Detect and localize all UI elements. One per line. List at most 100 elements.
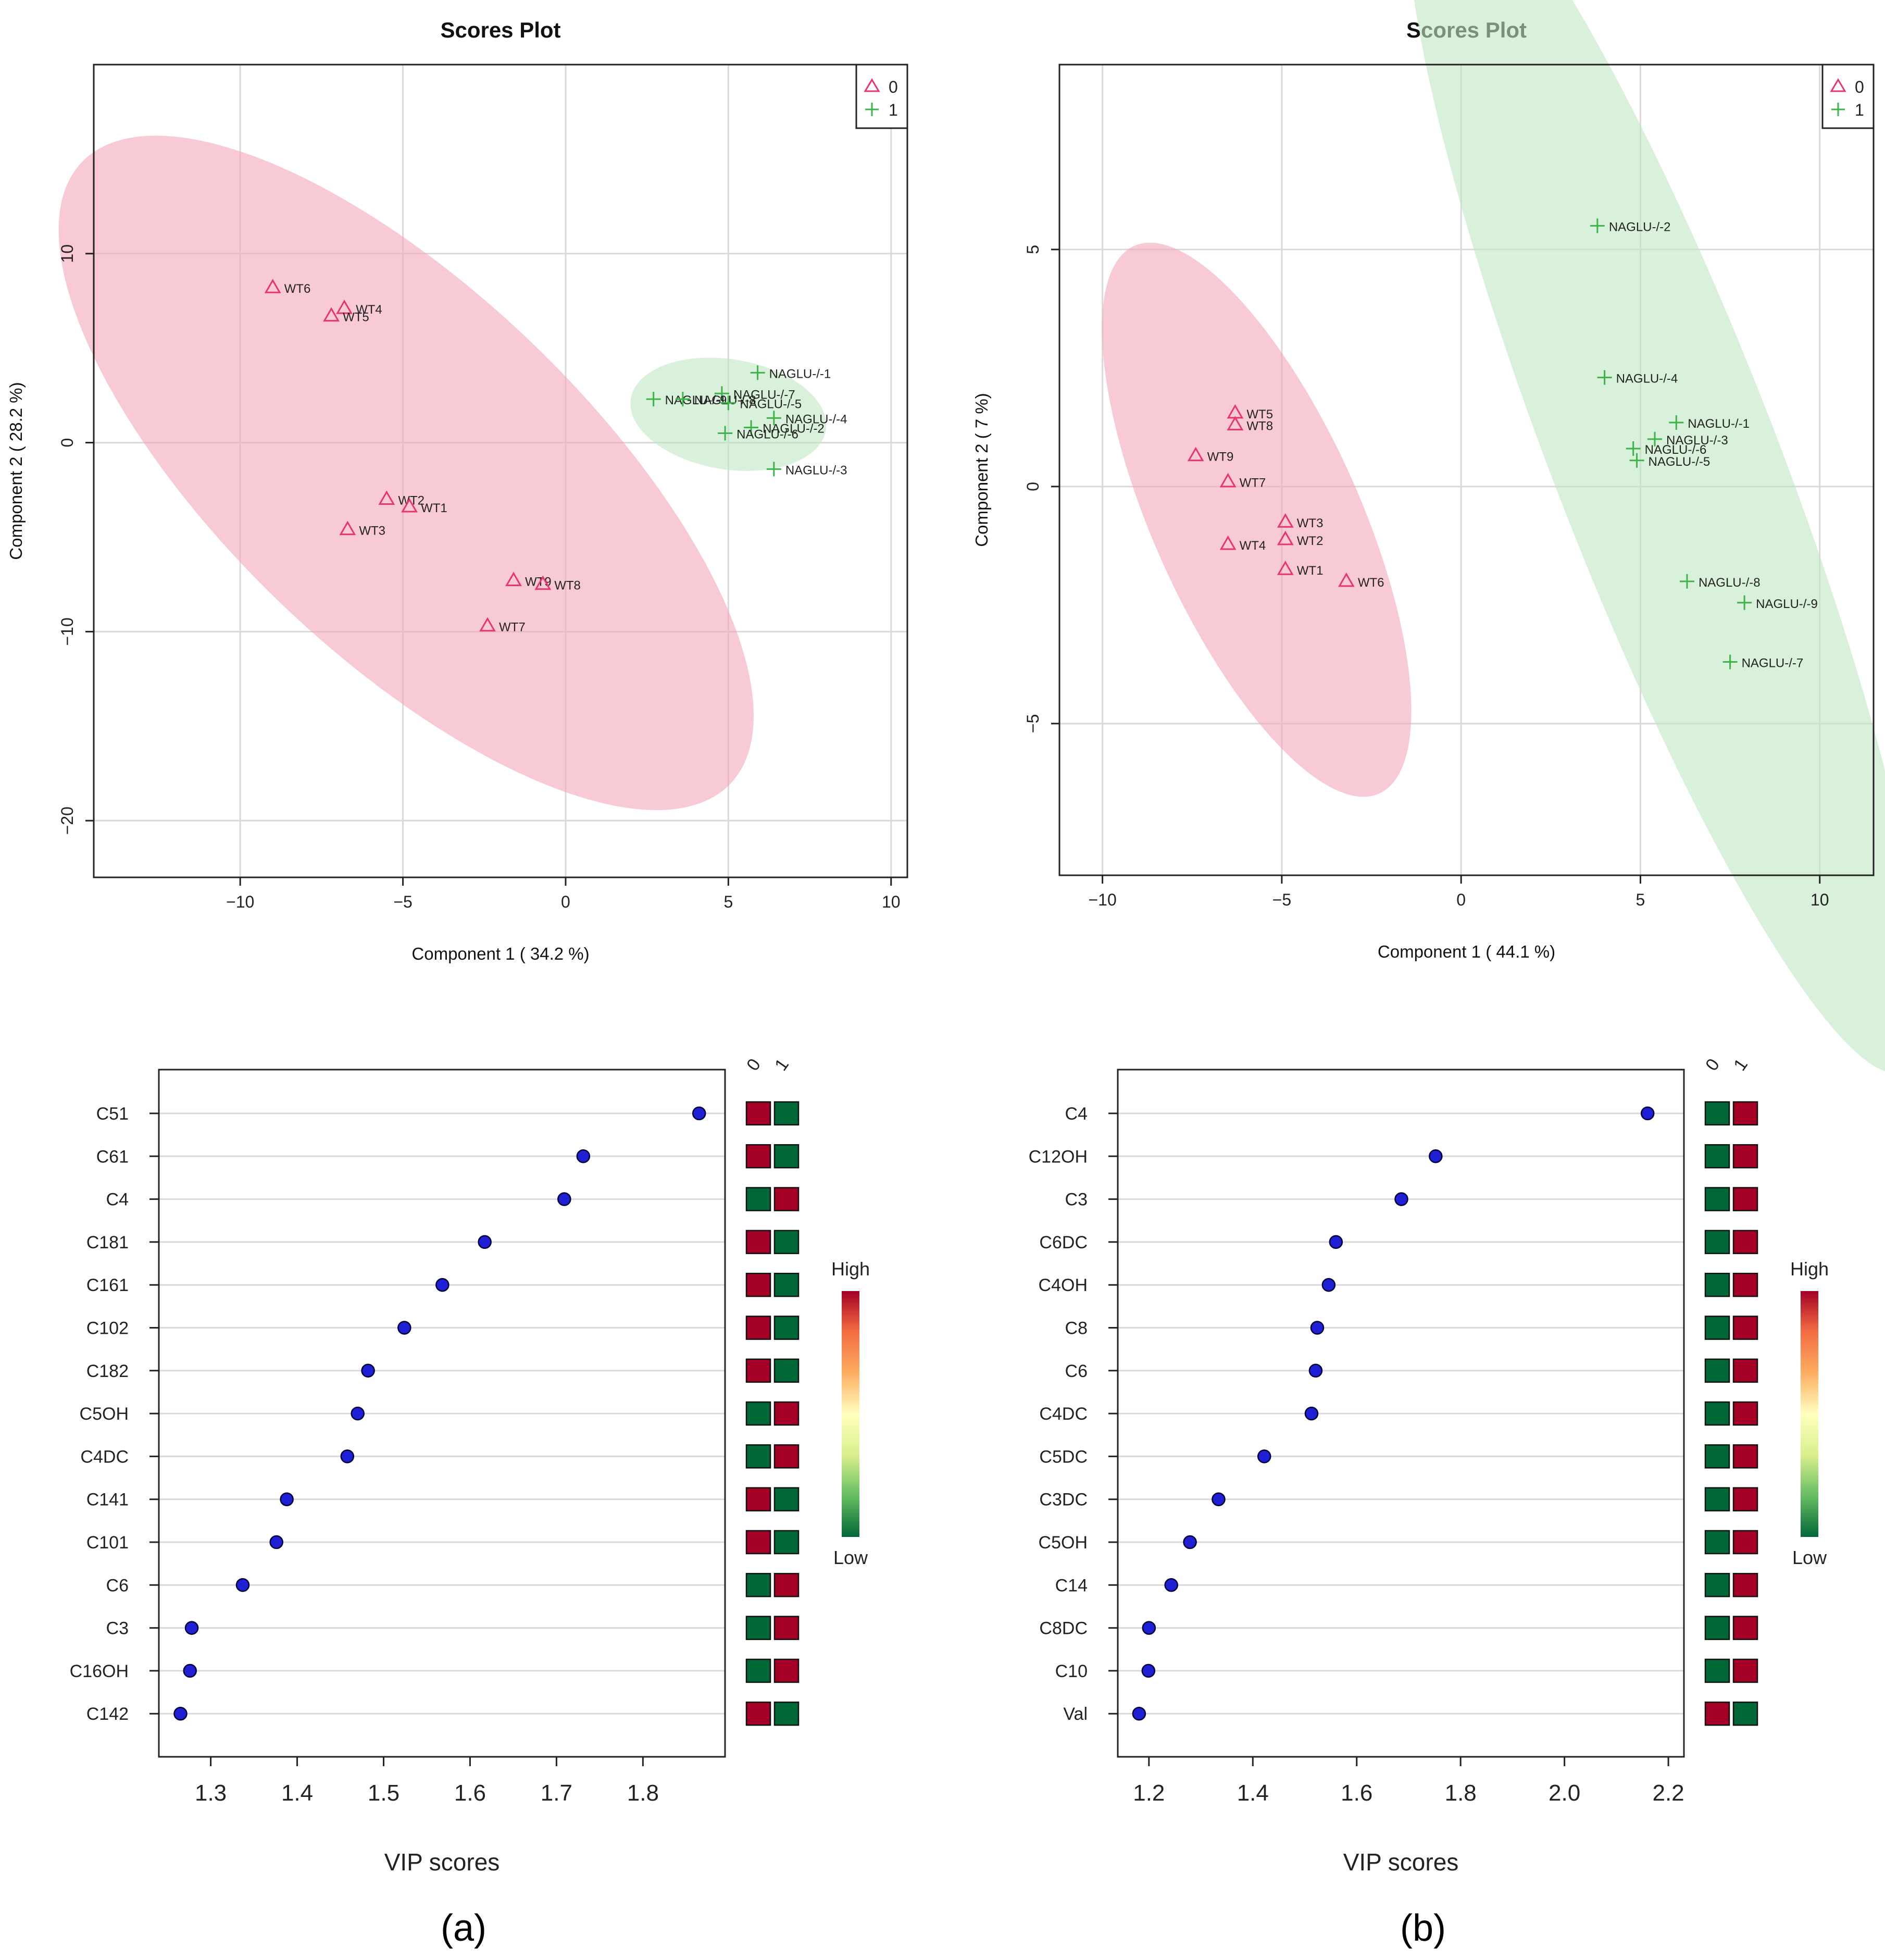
heat-cell-high: [1704, 1701, 1730, 1726]
legend: 01: [1821, 64, 1875, 129]
vip-score-dot: [435, 1277, 450, 1292]
legend-triangle-icon: [864, 78, 880, 92]
confidence-ellipse-group-1: [1407, 0, 1885, 1073]
point-label: WT8: [554, 579, 581, 593]
panel-a-vip-plot: C51 C61 C4 C181 C161 C102 C182 C5OH C4DC C141 C101…: [70, 1055, 870, 1876]
point-label: NAGLU-/-5: [740, 397, 802, 411]
category-label: C142: [86, 1704, 129, 1724]
heat-cell-low: [1704, 1316, 1730, 1340]
point-triangle: [1277, 530, 1294, 545]
x-tick-label: 1.7: [541, 1780, 572, 1806]
point-plus: [646, 392, 661, 407]
point-label: WT3: [359, 524, 385, 538]
heat-cell-low: [1704, 1230, 1730, 1255]
point-label: NAGLU-/-3: [1666, 433, 1728, 448]
vip-score-dot: [183, 1664, 197, 1678]
point-triangle: [534, 575, 552, 590]
heat-cell-high: [745, 1487, 771, 1511]
heat-cell-low: [745, 1573, 771, 1597]
point-plus: [1629, 453, 1644, 468]
vip-score-dot: [351, 1406, 365, 1421]
y-axis-label: Component 2 ( 7 %): [972, 393, 991, 547]
heat-cell-high: [1732, 1230, 1758, 1255]
x-tick-label: 1.6: [1341, 1780, 1372, 1806]
point-label: NAGLU-/-4: [1616, 372, 1678, 386]
heat-cell-low: [1704, 1616, 1730, 1640]
heat-cell-low: [745, 1444, 771, 1469]
point-triangle: [339, 520, 356, 536]
category-label: C181: [86, 1233, 129, 1252]
point-label: WT4: [356, 303, 382, 317]
category-label: C10: [1055, 1661, 1088, 1681]
vip-score-dot: [184, 1621, 199, 1635]
point-triangle: [1227, 416, 1244, 431]
heat-cell-high: [773, 1187, 800, 1211]
point-label: NAGLU-/-1: [1688, 417, 1750, 431]
chart-title: Scores Plot: [440, 18, 560, 42]
point-label: NAGLU-/-8: [694, 393, 756, 407]
panel-b-scores-plot: Scores PlotWT5WT8WT9WT7WT3WT2WT4WT1WT6NA…: [972, 0, 1885, 1073]
vip-score-dot: [235, 1578, 250, 1592]
point-label: WT5: [343, 311, 369, 325]
y-tick-label: −20: [58, 807, 77, 835]
vip-score-dot: [1132, 1706, 1146, 1721]
category-label: C12OH: [1029, 1147, 1088, 1167]
x-tick-label: 1.4: [1237, 1780, 1269, 1806]
legend-plus-icon: [1831, 103, 1845, 116]
heat-cell-low: [1732, 1701, 1758, 1726]
panel-b-vip-plot: C4 C12OH C3 C6DC C4OH C8 C6 C4DC C5DC C3DC C5OH C14…: [1029, 1055, 1829, 1876]
vip-score-dot: [1329, 1235, 1343, 1249]
heat-cell-low: [773, 1230, 800, 1255]
plot-frame: [1117, 1069, 1685, 1758]
category-label: C4DC: [80, 1447, 129, 1467]
heat-cell-low: [1704, 1658, 1730, 1683]
heat-cell-high: [1732, 1272, 1758, 1297]
vip-score-dot: [1142, 1621, 1156, 1635]
category-label: C5DC: [1039, 1447, 1088, 1467]
x-tick-label: 2.2: [1652, 1780, 1684, 1806]
point-label: WT6: [284, 282, 311, 296]
heat-cell-high: [745, 1530, 771, 1555]
vip-score-dot: [1164, 1578, 1178, 1592]
vip-score-dot: [576, 1149, 591, 1163]
point-plus: [766, 411, 781, 426]
point-label: WT3: [1297, 516, 1324, 530]
panel-label-a: (a): [441, 1907, 486, 1949]
point-triangle: [1219, 535, 1237, 550]
x-tick-label: 1.6: [454, 1780, 486, 1806]
confidence-ellipse-group-0: [1102, 242, 1412, 797]
legend-label: 0: [889, 78, 898, 96]
heat-cell-low: [1704, 1187, 1730, 1211]
point-label: WT9: [525, 575, 552, 589]
vip-score-dot: [1141, 1664, 1156, 1678]
heat-cell-low: [1704, 1530, 1730, 1555]
x-tick-label: 0: [561, 892, 570, 911]
heat-cell-high: [745, 1230, 771, 1255]
legend-label: 1: [1855, 101, 1864, 119]
heat-cell-high: [745, 1316, 771, 1340]
heat-cell-low: [773, 1101, 800, 1126]
category-label: C8: [1065, 1319, 1088, 1338]
vip-score-dot: [1308, 1363, 1323, 1378]
x-axis-label: VIP scores: [384, 1849, 500, 1876]
heat-cell-low: [745, 1616, 771, 1640]
x-tick-label: −10: [1088, 890, 1116, 909]
point-triangle: [1219, 473, 1237, 488]
y-axis-label: Component 2 ( 28.2 %): [6, 382, 26, 560]
x-axis-label: Component 1 ( 44.1 %): [1378, 942, 1555, 961]
point-label: NAGLU-/-7: [1742, 656, 1804, 671]
point-label: NAGLU-/-2: [1609, 220, 1671, 234]
point-plus: [1597, 370, 1612, 385]
x-axis-label: Component 1 ( 34.2 %): [411, 944, 589, 963]
category-label: C141: [86, 1490, 129, 1510]
x-tick-label: 5: [1636, 890, 1645, 909]
vip-score-dot: [361, 1363, 375, 1378]
point-label: WT7: [1240, 476, 1266, 490]
confidence-ellipse-group-0: [58, 135, 754, 810]
vip-score-dot: [1304, 1406, 1319, 1421]
heat-cell-low: [1704, 1573, 1730, 1597]
category-label: C102: [86, 1319, 129, 1338]
category-label: C161: [86, 1275, 129, 1295]
point-triangle: [323, 307, 340, 322]
legend: 01: [855, 64, 908, 129]
